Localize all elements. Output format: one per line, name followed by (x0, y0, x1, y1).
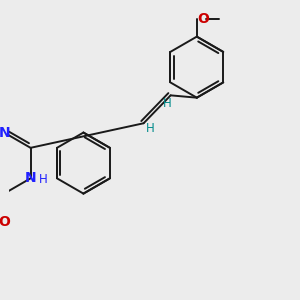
Text: H: H (164, 97, 172, 110)
Text: O: O (197, 12, 209, 26)
Text: O: O (0, 215, 10, 229)
Text: N: N (25, 171, 36, 185)
Text: N: N (0, 126, 10, 140)
Text: H: H (146, 122, 155, 135)
Text: H: H (38, 173, 47, 186)
